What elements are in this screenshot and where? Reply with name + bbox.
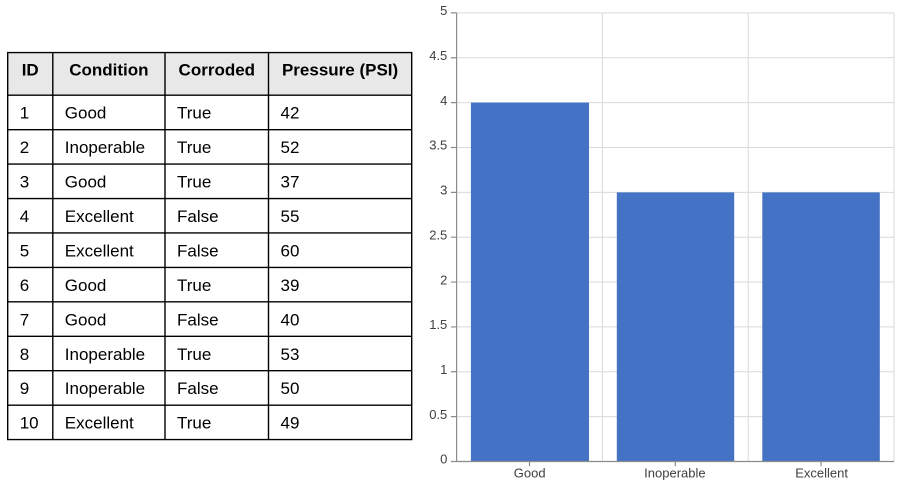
svg-text:5: 5 — [20, 241, 29, 260]
svg-text:Condition: Condition — [69, 61, 148, 80]
svg-text:4: 4 — [20, 207, 29, 226]
svg-text:8: 8 — [20, 345, 29, 364]
svg-text:ID: ID — [22, 61, 39, 80]
svg-text:42: 42 — [281, 104, 300, 123]
svg-text:55: 55 — [281, 207, 300, 226]
svg-text:Inoperable: Inoperable — [644, 465, 705, 480]
svg-text:True: True — [177, 138, 211, 157]
svg-text:Inoperable: Inoperable — [65, 138, 145, 157]
svg-text:1: 1 — [20, 104, 29, 123]
svg-text:0: 0 — [440, 452, 447, 467]
svg-text:4.5: 4.5 — [429, 48, 447, 63]
svg-text:True: True — [177, 173, 211, 192]
svg-text:Good: Good — [65, 310, 107, 329]
svg-text:Excellent: Excellent — [65, 241, 134, 260]
svg-text:3: 3 — [440, 183, 447, 198]
svg-text:Inoperable: Inoperable — [65, 345, 145, 364]
svg-text:Good: Good — [65, 173, 107, 192]
svg-text:5: 5 — [440, 3, 447, 18]
svg-text:53: 53 — [281, 345, 300, 364]
svg-text:1: 1 — [440, 362, 447, 377]
svg-text:True: True — [177, 276, 211, 295]
svg-text:3.5: 3.5 — [429, 138, 447, 153]
svg-text:Corroded: Corroded — [179, 61, 256, 80]
svg-text:Pressure (PSI): Pressure (PSI) — [282, 61, 398, 80]
svg-text:Excellent: Excellent — [65, 414, 134, 433]
svg-text:37: 37 — [281, 173, 300, 192]
svg-text:Good: Good — [65, 276, 107, 295]
svg-text:False: False — [177, 310, 219, 329]
svg-text:52: 52 — [281, 138, 300, 157]
svg-text:4: 4 — [440, 93, 447, 108]
svg-text:Good: Good — [65, 104, 107, 123]
svg-text:40: 40 — [281, 310, 300, 329]
svg-text:3: 3 — [20, 173, 29, 192]
svg-text:9: 9 — [20, 379, 29, 398]
svg-text:Inoperable: Inoperable — [65, 379, 145, 398]
svg-text:10: 10 — [20, 414, 39, 433]
svg-text:50: 50 — [281, 379, 300, 398]
svg-text:Excellent: Excellent — [795, 465, 848, 480]
svg-text:False: False — [177, 379, 219, 398]
svg-text:Good: Good — [514, 465, 546, 480]
svg-text:2.5: 2.5 — [429, 227, 447, 242]
svg-text:7: 7 — [20, 310, 29, 329]
svg-text:0.5: 0.5 — [429, 407, 447, 422]
svg-text:2: 2 — [20, 138, 29, 157]
svg-text:False: False — [177, 241, 219, 260]
svg-text:True: True — [177, 414, 211, 433]
svg-text:Excellent: Excellent — [65, 207, 134, 226]
svg-text:1.5: 1.5 — [429, 317, 447, 332]
svg-text:6: 6 — [20, 276, 29, 295]
svg-text:False: False — [177, 207, 219, 226]
svg-text:49: 49 — [281, 414, 300, 433]
svg-text:2: 2 — [440, 272, 447, 287]
svg-text:True: True — [177, 345, 211, 364]
svg-text:60: 60 — [281, 241, 300, 260]
svg-text:39: 39 — [281, 276, 300, 295]
svg-text:True: True — [177, 104, 211, 123]
